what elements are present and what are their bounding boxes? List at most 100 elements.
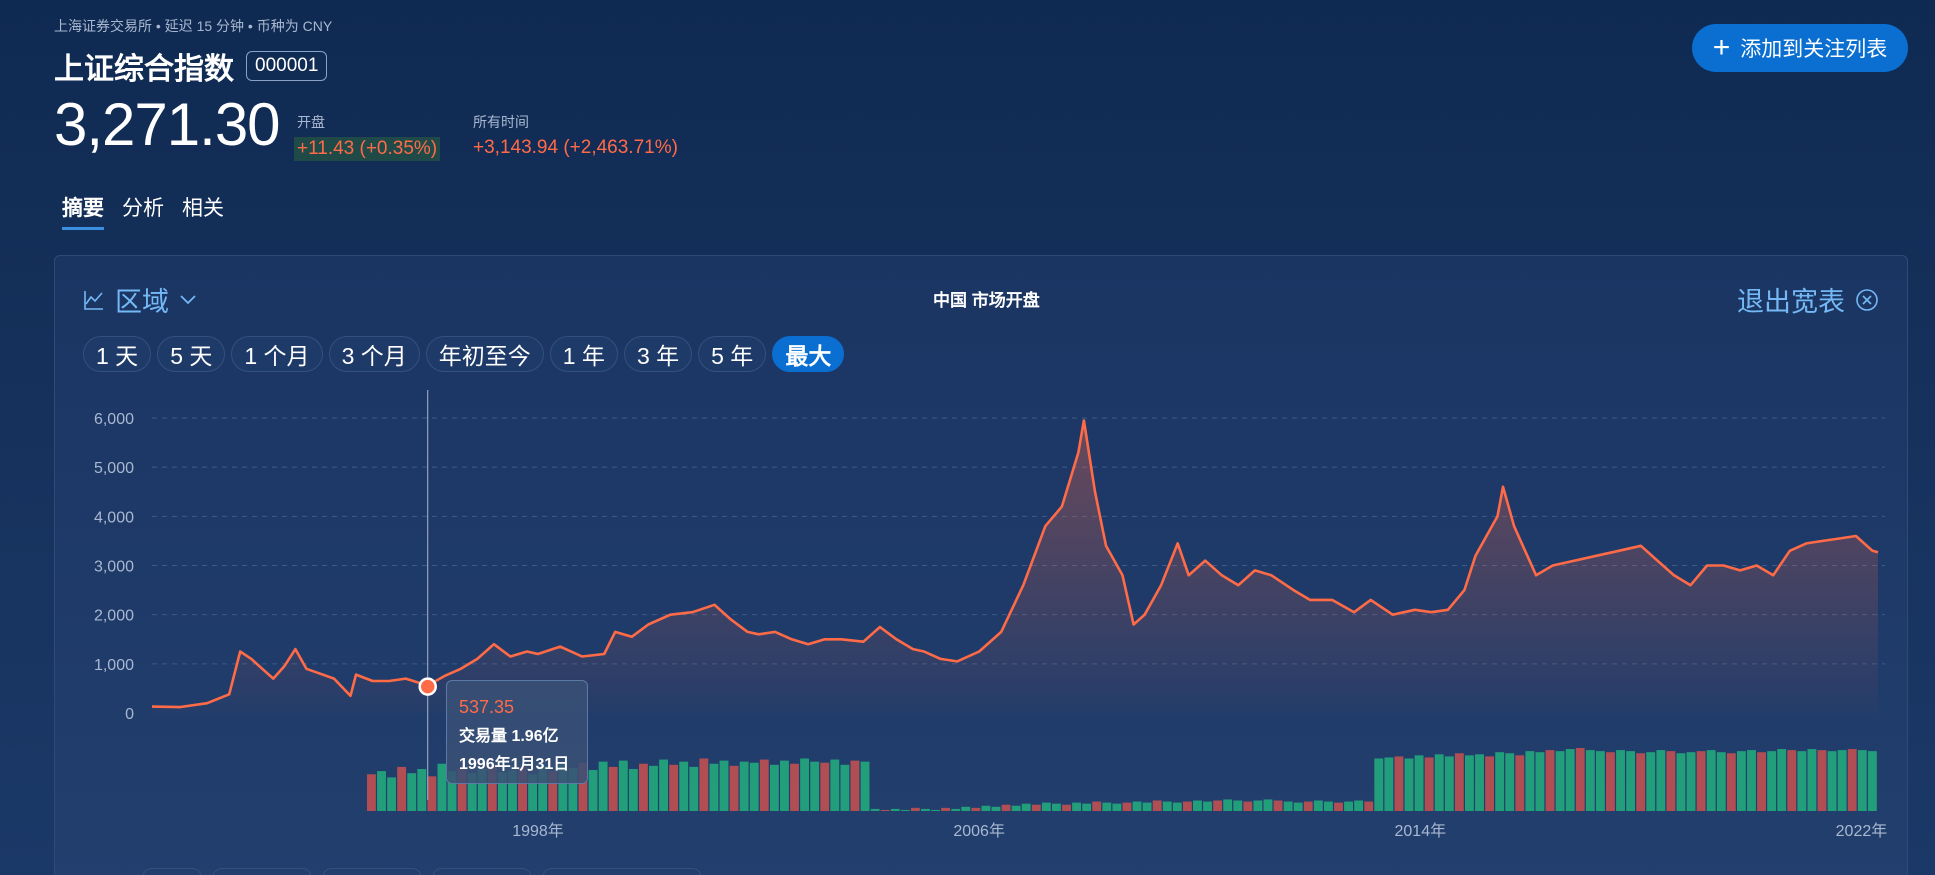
chart-type-dropdown[interactable]: 区域 bbox=[83, 280, 197, 319]
range-1y[interactable]: 1 年 bbox=[549, 336, 618, 372]
chart-type-label: 区域 bbox=[115, 287, 169, 317]
volume-bar bbox=[618, 760, 628, 811]
range-max[interactable]: 最大 bbox=[772, 336, 845, 372]
tab-analysis[interactable]: 分析 bbox=[122, 197, 164, 220]
volume-bar bbox=[910, 807, 920, 811]
volume-bar bbox=[1132, 801, 1142, 811]
volume-bar bbox=[1162, 801, 1172, 811]
volume-bar bbox=[548, 771, 558, 811]
bottom-pill[interactable] bbox=[432, 868, 532, 875]
volume-bar bbox=[1686, 752, 1696, 811]
volume-bar bbox=[1807, 749, 1817, 811]
x-tick-label: 2006年 bbox=[953, 822, 1005, 840]
volume-bar bbox=[739, 761, 749, 811]
y-tick-label: 0 bbox=[125, 706, 134, 723]
volume-bar bbox=[558, 763, 568, 811]
volume-bar bbox=[1454, 753, 1464, 811]
range-ytd[interactable]: 年初至今 bbox=[425, 336, 544, 372]
volume-bar bbox=[1555, 751, 1565, 811]
volume-bar bbox=[1011, 805, 1021, 811]
volume-bar bbox=[628, 769, 638, 811]
volume-bar bbox=[800, 758, 810, 811]
volume-bar bbox=[387, 777, 397, 811]
y-tick-label: 3,000 bbox=[94, 559, 134, 576]
volume-bar bbox=[1595, 751, 1605, 811]
volume-bar bbox=[508, 770, 517, 811]
exit-wide-view-button[interactable]: 退出宽表 bbox=[1737, 280, 1879, 319]
range-1d[interactable]: 1 天 bbox=[83, 336, 152, 372]
volume-bar bbox=[1172, 802, 1182, 811]
volume-bar bbox=[1565, 749, 1575, 811]
range-3y[interactable]: 3 年 bbox=[623, 336, 693, 372]
volume-bar bbox=[679, 761, 689, 811]
tooltip-price: 537.35 bbox=[459, 697, 515, 717]
volume-bar bbox=[759, 759, 769, 811]
exit-wide-view-label: 退出宽表 bbox=[1737, 287, 1845, 317]
bottom-pill[interactable] bbox=[212, 868, 312, 875]
volume-bar bbox=[1495, 752, 1505, 811]
volume-bar bbox=[1626, 751, 1636, 811]
volume-bar bbox=[900, 809, 910, 811]
volume-bar bbox=[1213, 800, 1223, 811]
volume-bar bbox=[1444, 756, 1454, 811]
volume-bar bbox=[1303, 801, 1313, 811]
range-3m[interactable]: 3 个月 bbox=[328, 336, 420, 372]
volume-bar bbox=[971, 807, 981, 811]
volume-bar bbox=[870, 808, 880, 811]
volume-bar bbox=[1696, 751, 1706, 811]
volume-bar bbox=[1344, 801, 1353, 811]
volume-bar bbox=[1263, 799, 1273, 811]
price-line bbox=[151, 419, 1879, 709]
volume-bar bbox=[1072, 802, 1082, 811]
volume-bar bbox=[1575, 748, 1585, 811]
volume-bar bbox=[1757, 752, 1766, 811]
volume-bar bbox=[1404, 758, 1414, 811]
tab-summary[interactable]: 摘要 bbox=[62, 192, 104, 230]
volume-bar bbox=[1666, 751, 1676, 811]
bottom-pill[interactable] bbox=[142, 868, 202, 875]
range-5d[interactable]: 5 天 bbox=[157, 336, 226, 372]
volume-bar bbox=[1787, 750, 1797, 811]
volume-bar bbox=[1122, 802, 1132, 811]
volume-bar bbox=[518, 766, 527, 811]
volume-bar bbox=[1384, 757, 1394, 811]
volume-bar bbox=[790, 763, 799, 811]
volume-bar bbox=[1273, 800, 1283, 811]
volume-bar bbox=[820, 762, 830, 811]
bottom-pill[interactable] bbox=[322, 868, 422, 875]
y-tick-label: 1,000 bbox=[94, 657, 134, 674]
volume-bar bbox=[407, 773, 417, 811]
tab-related[interactable]: 相关 bbox=[182, 197, 224, 220]
volume-bar bbox=[1434, 754, 1444, 811]
volume-bar bbox=[1313, 800, 1323, 811]
volume-bar bbox=[1706, 750, 1716, 811]
volume-bar bbox=[1676, 753, 1686, 811]
range-1m[interactable]: 1 个月 bbox=[231, 336, 323, 372]
volume-bar bbox=[1253, 800, 1263, 811]
area-chart-icon bbox=[84, 290, 103, 310]
volume-bar bbox=[1334, 802, 1343, 811]
volume-bar bbox=[961, 806, 971, 811]
volume-bar bbox=[397, 766, 407, 811]
add-to-watchlist-button[interactable]: + 添加到关注列表 bbox=[1692, 24, 1908, 72]
volume-bar bbox=[497, 772, 507, 811]
volume-bar bbox=[1424, 757, 1434, 811]
volume-bar bbox=[1837, 750, 1847, 811]
volume-bar bbox=[1606, 752, 1615, 811]
volume-bar bbox=[1354, 800, 1364, 811]
volume-bar bbox=[699, 758, 709, 811]
volume-bar bbox=[1475, 754, 1484, 811]
volume-bar bbox=[437, 763, 447, 811]
range-5y[interactable]: 5 年 bbox=[698, 336, 767, 372]
volume-bar bbox=[1505, 753, 1515, 811]
tooltip-volume: 交易量 1.96亿 bbox=[459, 728, 559, 745]
volume-bar bbox=[1193, 800, 1202, 811]
volume-bar bbox=[1817, 750, 1827, 811]
volume-bar bbox=[1535, 752, 1545, 811]
volume-bar bbox=[1827, 751, 1837, 811]
volume-bar bbox=[1857, 750, 1867, 811]
volume-bar bbox=[1485, 756, 1495, 811]
bottom-pill[interactable] bbox=[542, 868, 702, 875]
volume-bar bbox=[477, 769, 487, 811]
